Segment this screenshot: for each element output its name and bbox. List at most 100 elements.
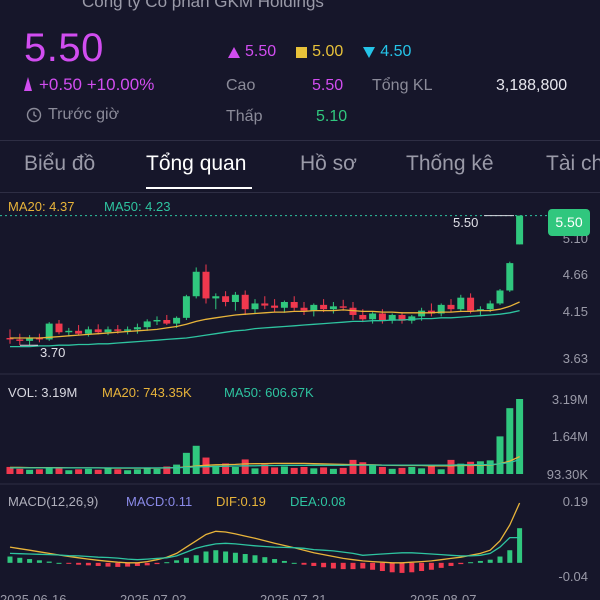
macd-histogram-bar: [56, 562, 62, 564]
tab-chart[interactable]: Biểu đồ: [24, 152, 96, 175]
macd-histogram-bar: [291, 562, 297, 564]
macd-histogram-bar: [330, 562, 336, 569]
candle: [418, 310, 426, 317]
macd-histogram-bar: [232, 552, 238, 563]
tab-overview[interactable]: Tổng quan: [146, 152, 247, 175]
macd-histogram-bar: [448, 562, 454, 566]
macd-histogram-bar: [66, 562, 72, 564]
candle: [516, 215, 524, 245]
volume-bar: [447, 459, 455, 474]
floor-price: 4.50: [363, 43, 411, 61]
candle: [369, 313, 377, 320]
macd-histogram-bar: [497, 556, 503, 563]
reference-price: 5.00: [296, 43, 343, 61]
ceiling-price: 5.50: [228, 43, 276, 61]
candle: [398, 314, 406, 321]
low-value: 5.10: [316, 108, 348, 125]
candle: [329, 306, 337, 310]
x-axis-date: 2025-07-02: [120, 592, 187, 600]
candle: [143, 321, 151, 328]
tab-profile[interactable]: Hồ sơ: [300, 152, 357, 175]
last-price-note: 5.50: [453, 215, 478, 230]
candle: [359, 314, 367, 320]
session-status: Trước giờ: [26, 106, 119, 124]
vol-legend: VOL: 3.19M: [8, 385, 77, 400]
macd-histogram-bar: [301, 562, 307, 565]
volume-bar: [75, 469, 83, 474]
macd-histogram-bar: [340, 562, 346, 570]
volume-bar: [45, 467, 53, 474]
macd-histogram-bar: [174, 560, 180, 563]
dif-line: [9, 502, 521, 564]
candle: [35, 338, 43, 340]
last-price: 5.50: [24, 26, 104, 70]
macd-histogram-bar: [252, 555, 258, 563]
candle: [55, 323, 63, 333]
candle: [408, 316, 416, 321]
volume-bar: [114, 469, 122, 474]
macd-axis-tick: 0.19: [563, 494, 588, 509]
volume-bar: [6, 466, 14, 474]
price-axis-tick: 3.63: [563, 351, 588, 366]
change-percent: +10.00%: [86, 75, 155, 94]
macd-histogram-bar: [223, 551, 229, 563]
dea-legend: DEA:0.08: [290, 494, 346, 509]
candle: [467, 297, 475, 311]
volume-bar: [35, 469, 43, 474]
tabs-bottom-divider: [0, 192, 600, 193]
candle: [261, 303, 269, 306]
volume-value: 3,188,800: [496, 77, 568, 94]
macd-histogram-bar: [125, 562, 131, 567]
macd-histogram-bar: [477, 560, 483, 563]
price-change: +0.50 +10.00%: [24, 75, 154, 95]
candle: [349, 307, 357, 315]
volume-bar: [388, 468, 396, 474]
candle: [271, 305, 279, 308]
tab-statistics[interactable]: Thống kê: [406, 152, 494, 175]
candle: [251, 303, 259, 310]
candle: [182, 296, 190, 318]
macd-histogram-bar: [517, 528, 523, 563]
volume-bar: [271, 467, 279, 474]
volume-bar: [84, 468, 92, 474]
macd-histogram-bar: [46, 561, 52, 563]
candle: [378, 313, 386, 321]
macd-histogram-bar: [389, 562, 395, 573]
candle: [173, 317, 181, 324]
macd-histogram-bar: [428, 562, 434, 570]
volume-bar: [241, 459, 249, 474]
volume-axis-tick: 93.30K: [547, 467, 589, 482]
volume-bar: [300, 466, 308, 474]
macd-title: MACD(12,26,9): [8, 494, 98, 509]
vol-ma50-line: [10, 459, 520, 469]
volume-bar: [222, 463, 230, 474]
candle: [476, 309, 484, 311]
volume-bar: [467, 461, 475, 474]
candle: [241, 294, 249, 310]
volume-bar: [339, 467, 347, 474]
macd-histogram-bar: [262, 557, 268, 563]
candle: [310, 304, 318, 311]
macd-histogram-bar: [76, 562, 82, 565]
macd-histogram-bar: [360, 562, 366, 569]
candle: [486, 303, 494, 310]
macd-histogram-bar: [193, 555, 199, 563]
macd-histogram-bar: [17, 557, 23, 563]
macd-histogram-bar: [144, 562, 150, 566]
current-price-badge-label: 5.50: [555, 214, 582, 230]
ma20-legend: MA20: 4.37: [8, 199, 75, 214]
candle: [202, 271, 210, 299]
volume-label: Tổng KL: [372, 77, 433, 94]
volume-bar: [310, 468, 318, 474]
macd-histogram-bar: [164, 562, 170, 564]
vol-ma20-legend: MA20: 743.35K: [102, 385, 192, 400]
tab-financials[interactable]: Tài ch: [546, 152, 600, 175]
x-axis-date: 2025-08-07: [410, 592, 477, 600]
volume-bar: [16, 468, 24, 474]
volume-bar: [173, 464, 181, 474]
macd-histogram-bar: [311, 562, 317, 566]
macd-histogram-bar: [272, 559, 278, 563]
candle: [427, 310, 435, 314]
macd-histogram-bar: [507, 550, 513, 563]
